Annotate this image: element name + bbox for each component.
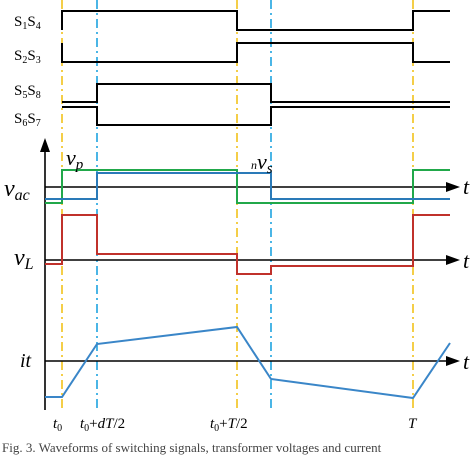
s6s7-signal bbox=[62, 106, 450, 126]
nvs-waveform bbox=[45, 172, 450, 200]
figure-caption: Fig. 3. Waveforms of switching signals, … bbox=[2, 440, 382, 455]
it-axis-arrow bbox=[446, 356, 460, 366]
vac-label: vac bbox=[4, 176, 30, 204]
s5s8-label: S5S8 bbox=[14, 83, 41, 101]
s5s8-signal bbox=[62, 83, 450, 103]
vL-axis-arrow bbox=[446, 255, 460, 265]
s1s4-label: S1S4 bbox=[14, 14, 41, 32]
vp-waveform bbox=[45, 169, 450, 204]
T-label: T bbox=[408, 416, 418, 432]
vac-t-label: t bbox=[463, 174, 470, 199]
it-t-label: t bbox=[463, 349, 470, 374]
it-label: it bbox=[20, 350, 32, 372]
t0-dt2-label: t0+dT/2 bbox=[80, 416, 125, 434]
vp-label: vp bbox=[66, 145, 84, 173]
vac-axis-arrow bbox=[446, 182, 460, 192]
current-waveform bbox=[45, 325, 451, 400]
s6s7-label: S6S7 bbox=[14, 111, 41, 129]
vL-label: vL bbox=[14, 245, 34, 273]
vL-t-label: t bbox=[463, 248, 470, 273]
s2s3-label: S2S3 bbox=[14, 48, 41, 66]
vertical-axis-arrow bbox=[40, 138, 50, 152]
s1s4-signal bbox=[61, 10, 450, 31]
t0-label: t0 bbox=[53, 416, 62, 434]
s2s3-signal bbox=[61, 42, 450, 63]
t0-t2-label: t0+T/2 bbox=[210, 416, 248, 434]
vL-waveform bbox=[45, 214, 450, 275]
